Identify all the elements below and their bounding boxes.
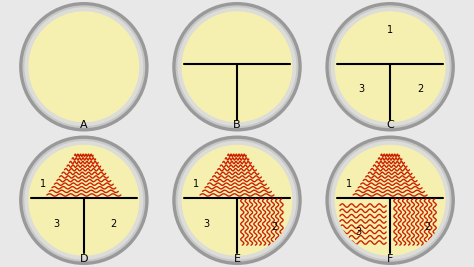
Text: 2: 2: [418, 84, 424, 94]
Text: 2: 2: [424, 222, 430, 232]
Text: 3: 3: [358, 84, 364, 94]
Circle shape: [331, 7, 449, 126]
Circle shape: [25, 7, 143, 126]
Circle shape: [325, 136, 455, 265]
Circle shape: [182, 145, 292, 256]
Text: 1: 1: [346, 179, 352, 189]
Text: D: D: [80, 254, 88, 264]
Circle shape: [22, 139, 146, 262]
Circle shape: [22, 5, 146, 128]
Text: 2: 2: [110, 219, 116, 229]
Circle shape: [28, 11, 139, 122]
Text: E: E: [234, 254, 240, 264]
Text: 3: 3: [203, 219, 210, 229]
Text: 3: 3: [356, 227, 362, 237]
Text: A: A: [80, 120, 88, 130]
Circle shape: [178, 7, 296, 126]
Text: F: F: [387, 254, 393, 264]
Circle shape: [331, 141, 449, 260]
Circle shape: [335, 145, 446, 256]
Circle shape: [172, 136, 302, 265]
Circle shape: [328, 5, 452, 128]
Circle shape: [178, 141, 296, 260]
Circle shape: [19, 136, 149, 265]
Circle shape: [28, 145, 139, 256]
Circle shape: [182, 11, 292, 122]
Circle shape: [19, 2, 149, 131]
Text: 1: 1: [40, 179, 46, 189]
Circle shape: [325, 2, 455, 131]
Circle shape: [172, 2, 302, 131]
Text: B: B: [233, 120, 241, 130]
Text: 2: 2: [271, 222, 277, 232]
Text: 3: 3: [53, 219, 59, 229]
Text: 1: 1: [193, 179, 199, 189]
Text: C: C: [386, 120, 394, 130]
Circle shape: [335, 11, 446, 122]
Text: 1: 1: [387, 25, 393, 35]
Circle shape: [175, 139, 299, 262]
Circle shape: [328, 139, 452, 262]
Circle shape: [175, 5, 299, 128]
Circle shape: [25, 141, 143, 260]
